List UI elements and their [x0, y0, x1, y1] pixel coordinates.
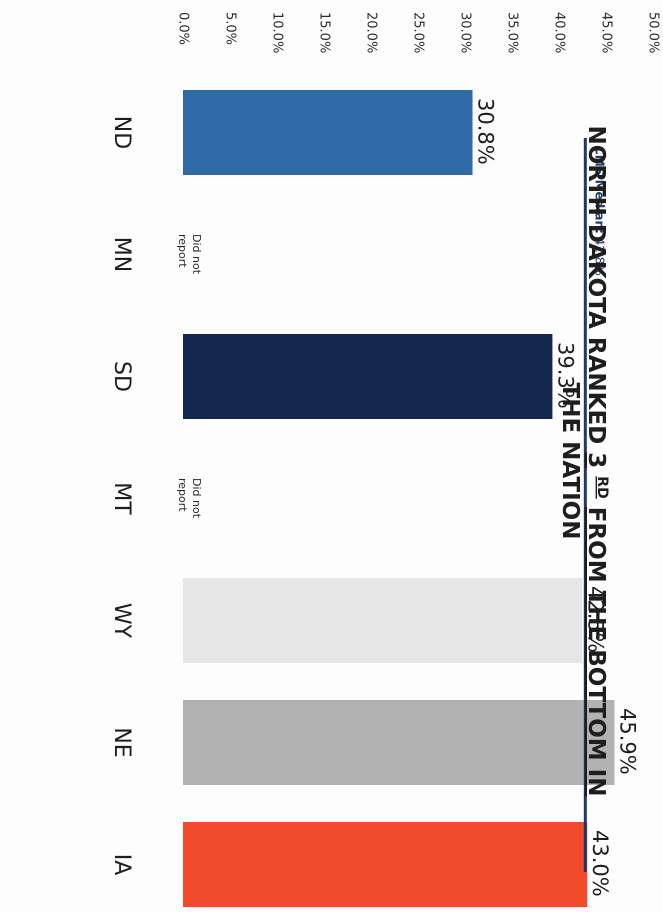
x-axis: ND MN SD MT WY NE IA	[109, 116, 134, 875]
chart-title: NORTH DAKOTA RANKED 3 RD FROM THE BOTTOM…	[557, 126, 618, 797]
bar	[182, 334, 553, 419]
not-reported-label: Did notreport	[176, 234, 203, 275]
median-label: CMS Median: 42.8%	[592, 146, 606, 276]
median-label-name: CMS Median:	[592, 146, 606, 234]
y-axis: 0.0% 5.0% 10.0% 15.0% 20.0% 25.0% 30.0% 35.0% 40…	[176, 12, 661, 53]
y-tick-label: 25.0%	[411, 12, 426, 53]
data-label: 39.3%	[553, 342, 577, 409]
y-tick-label: 30.0%	[458, 12, 473, 53]
y-tick-label: 5.0%	[223, 12, 238, 45]
y-tick-label: 50.0%	[646, 12, 661, 53]
bar	[183, 578, 583, 663]
chart-title-line2: THE NATION	[557, 383, 583, 540]
category-label: IA	[109, 854, 134, 876]
bars	[182, 90, 615, 907]
bar	[182, 822, 588, 907]
category-label: MN	[109, 237, 134, 272]
category-label: SD	[109, 361, 134, 392]
title-rank-number: 3	[583, 452, 609, 468]
median-label-value: 42.8%	[592, 234, 606, 276]
y-tick-label: 40.0%	[552, 12, 567, 53]
data-label: 42.5%	[584, 586, 608, 653]
category-label: ND	[109, 116, 134, 149]
data-label: 45.9%	[615, 708, 639, 775]
y-tick-label: 15.0%	[317, 12, 332, 53]
category-label: MT	[109, 482, 134, 515]
y-tick-label: 20.0%	[364, 12, 379, 53]
y-tick-label: 0.0%	[176, 12, 191, 45]
category-label: NE	[109, 727, 134, 757]
data-label: 30.8%	[474, 98, 498, 165]
value-labels: 30.8% Did notreport 39.3% Did notreport 42.5…	[176, 98, 639, 897]
y-tick-label: 45.0%	[599, 12, 614, 53]
category-label: WY	[109, 603, 134, 639]
median-group: CMS Median: 42.8%	[583, 138, 606, 872]
y-tick-label: 35.0%	[505, 12, 520, 53]
data-label: 43.0%	[588, 830, 612, 897]
title-text-end: FROM THE BOTTOM IN	[583, 507, 609, 797]
chart-title-line1: NORTH DAKOTA RANKED 3 RD FROM THE BOTTOM…	[583, 126, 618, 797]
title-text-start: NORTH DAKOTA RANKED	[583, 126, 609, 453]
not-reported-label: Did notreport	[176, 478, 203, 519]
title-rank-suffix: RD	[594, 476, 610, 498]
y-tick-label: 10.0%	[270, 12, 285, 53]
bar	[183, 700, 615, 785]
bar	[183, 90, 473, 175]
